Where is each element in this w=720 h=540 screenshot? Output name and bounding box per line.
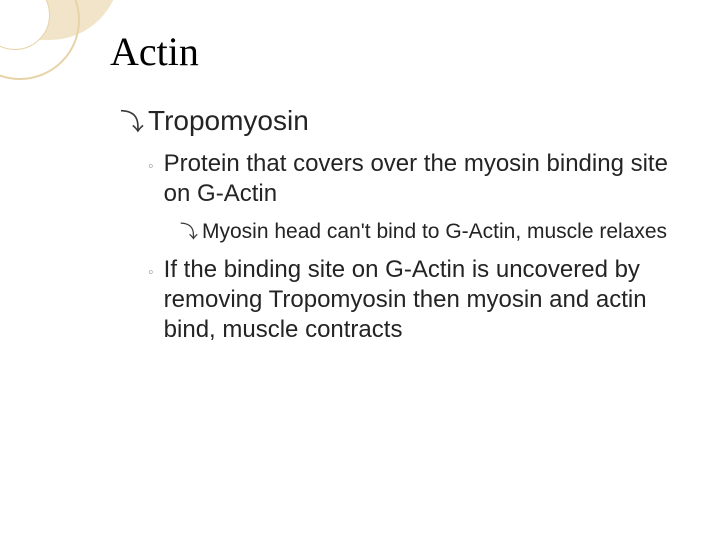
swirl-bullet-icon: ⤵ (120, 111, 144, 135)
deco-band (0, 0, 120, 40)
level1-text: Tropomyosin (148, 105, 309, 137)
level3-text: Myosin head can't bind to G-Actin, muscl… (202, 219, 667, 245)
corner-decoration (0, 0, 120, 100)
deco-circle-outer (0, 0, 80, 80)
bullet-level2: ◦ If the binding site on G-Actin is unco… (148, 255, 680, 345)
deco-circle-inner (0, 0, 50, 50)
level2-text: If the binding site on G-Actin is uncove… (164, 255, 680, 345)
slide-content: Actin ⤵ Tropomyosin ◦ Protein that cover… (110, 28, 680, 355)
bullet-level3: ⤵ Myosin head can't bind to G-Actin, mus… (180, 219, 680, 245)
bullet-level2: ◦ Protein that covers over the myosin bi… (148, 149, 680, 209)
level2-text: Protein that covers over the myosin bind… (164, 149, 680, 209)
swirl-bullet-icon: ⤵ (180, 222, 198, 244)
slide-title: Actin (110, 28, 680, 75)
circle-bullet-icon: ◦ (148, 156, 154, 178)
bullet-level1: ⤵ Tropomyosin (120, 105, 680, 137)
circle-bullet-icon: ◦ (148, 262, 154, 284)
